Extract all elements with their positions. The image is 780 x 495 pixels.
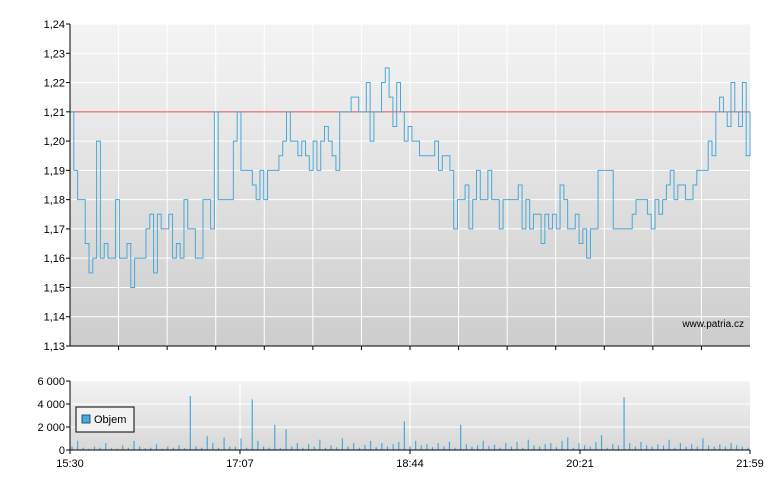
price-y-tick-label: 1,18 xyxy=(44,195,65,207)
time-tick-label: 18:44 xyxy=(396,458,424,470)
volume-y-tick-label: 0 xyxy=(59,445,65,457)
volume-legend: Objem xyxy=(75,406,135,433)
price-y-tick-label: 1,23 xyxy=(44,48,65,60)
time-tick-label: 15:30 xyxy=(56,458,84,470)
legend-label: Objem xyxy=(94,414,126,426)
volume-y-tick-label: 2 000 xyxy=(37,422,65,434)
time-x-axis: 15:30 17:07 18:44 20:21 21:59 xyxy=(56,381,764,470)
time-tick-label: 17:07 xyxy=(226,458,254,470)
price-y-tick-label: 1,16 xyxy=(44,253,65,265)
price-y-tick-label: 1,24 xyxy=(44,19,65,31)
price-y-tick-label: 1,13 xyxy=(44,341,65,353)
price-y-tick-label: 1,17 xyxy=(44,224,65,236)
price-y-tick-label: 1,22 xyxy=(44,78,65,90)
price-series-line xyxy=(70,67,751,288)
volume-y-tick-label: 4 000 xyxy=(37,399,65,411)
time-tick-label: 21:59 xyxy=(736,458,764,470)
volume-y-tick-label: 6 000 xyxy=(37,376,65,388)
legend-swatch-icon xyxy=(81,414,91,424)
watermark-text: www.patria.cz xyxy=(681,319,744,330)
time-tick-label: 20:21 xyxy=(566,458,594,470)
price-y-tick-label: 1,15 xyxy=(44,282,65,294)
volume-y-axis: 0 2 000 4 000 6 000 xyxy=(37,376,70,457)
price-y-tick-label: 1,14 xyxy=(44,312,65,324)
price-y-tick-label: 1,19 xyxy=(44,165,65,177)
price-y-tick-label: 1,20 xyxy=(44,136,65,148)
price-y-axis: 1,13 1,14 1,15 1,16 1,17 1,18 1,19 1,20 1,21 1,22… xyxy=(44,19,70,353)
price-y-tick-label: 1,21 xyxy=(44,107,65,119)
